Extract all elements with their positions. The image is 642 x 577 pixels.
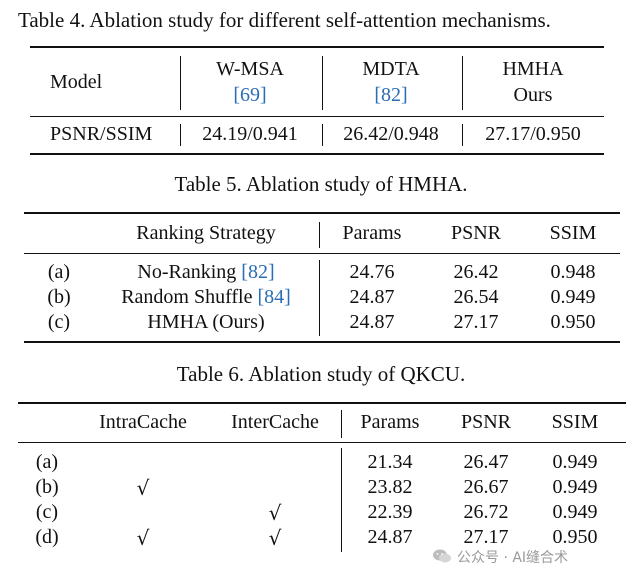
table5-cell-params: 24.87 [349, 286, 395, 308]
table6-cell-params: 23.82 [367, 476, 413, 498]
table4-divider [462, 56, 463, 110]
table6-cell-ssim: 0.949 [552, 451, 598, 473]
table5-divider [319, 260, 320, 336]
table4-row-label: PSNR/SSIM [50, 123, 153, 145]
table6-cell-psnr: 26.67 [463, 476, 509, 498]
table6-header-ssim: SSIM [551, 411, 599, 433]
table6-header-psnr: PSNR [460, 411, 512, 433]
table6-cell-psnr: 26.72 [463, 501, 509, 523]
table6-cell-params: 22.39 [367, 501, 413, 523]
table4-divider [322, 56, 323, 110]
table4-cell: 27.17/0.950 [485, 123, 581, 145]
table4-divider [462, 124, 463, 146]
table4-header-hmha: HMHA [502, 58, 564, 80]
table6-divider [341, 448, 342, 552]
table6-cell-params: 21.34 [367, 451, 413, 473]
table6-row-id: (d) [35, 526, 59, 548]
table5-cell-psnr: 27.17 [453, 311, 499, 333]
table4-cell: 26.42/0.948 [343, 123, 439, 145]
table6-header-params: Params [360, 411, 420, 433]
table5-cell-ssim: 0.950 [550, 311, 596, 333]
table5-row-strategy: No-Ranking [82] [137, 261, 275, 283]
table4-header-hmha-sub: Ours [513, 84, 553, 106]
table6-top-rule [18, 402, 626, 404]
table5-header-params: Params [342, 222, 402, 244]
table6-header-intra: IntraCache [99, 411, 187, 433]
table5-cell-params: 24.76 [349, 261, 395, 283]
table5-divider [319, 222, 320, 248]
table5-row-cite[interactable]: [84] [257, 286, 291, 308]
table6-mid-rule [18, 442, 626, 443]
table5-row-id: (a) [47, 261, 71, 283]
table4-top-rule [30, 46, 604, 48]
table5-header-ssim: SSIM [549, 222, 597, 244]
table4-header-wmsa-cite[interactable]: [69] [233, 84, 267, 106]
table4-divider [322, 124, 323, 146]
table5-header-strategy: Ranking Strategy [136, 222, 276, 244]
check-mark-icon: √ [268, 526, 282, 550]
table5-row-id: (c) [47, 311, 71, 333]
table4-divider [180, 56, 181, 110]
table5-row-strategy: Random Shuffle [84] [121, 286, 291, 308]
table4-caption: Table 4. Ablation study for different se… [18, 8, 551, 32]
table4-cell: 24.19/0.941 [202, 123, 298, 145]
table5-row-id: (b) [47, 286, 71, 308]
table5-cell-psnr: 26.42 [453, 261, 499, 283]
wechat-icon [433, 549, 451, 563]
table5-bottom-rule [24, 341, 620, 343]
table5-cell-ssim: 0.949 [550, 286, 596, 308]
table4-header-wmsa: W-MSA [216, 58, 284, 80]
table5-cell-psnr: 26.54 [453, 286, 499, 308]
table5-cell-ssim: 0.948 [550, 261, 596, 283]
watermark-text: 公众号 · AI缝合术 [457, 550, 569, 566]
table4-mid-rule [30, 116, 604, 117]
table6-caption: Table 6. Ablation study of QKCU. [176, 362, 466, 386]
table6-row-id: (a) [35, 451, 59, 473]
table5-header-psnr: PSNR [450, 222, 502, 244]
table4-header-mdta: MDTA [362, 58, 420, 80]
table6-divider [341, 410, 342, 438]
table5-caption: Table 5. Ablation study of HMHA. [174, 172, 468, 196]
table6-cell-ssim: 0.950 [552, 526, 598, 548]
table6-row-id: (c) [35, 501, 59, 523]
table4-divider [180, 124, 181, 146]
check-mark-icon: √ [136, 476, 150, 500]
table5-row-cite[interactable]: [82] [241, 261, 275, 283]
check-mark-icon: √ [268, 501, 282, 525]
table6-cell-psnr: 27.17 [463, 526, 509, 548]
table6-cell-psnr: 26.47 [463, 451, 509, 473]
table5-mid-rule [24, 253, 620, 254]
table5-row-strategy: HMHA (Ours) [147, 311, 265, 333]
table6-cell-params: 24.87 [367, 526, 413, 548]
table6-row-id: (b) [35, 476, 59, 498]
check-mark-icon: √ [136, 526, 150, 550]
table5-top-rule [24, 212, 620, 214]
table6-cell-ssim: 0.949 [552, 501, 598, 523]
table4-bottom-rule [30, 153, 604, 155]
table4-header-mdta-cite[interactable]: [82] [374, 84, 408, 106]
table6-header-inter: InterCache [231, 411, 319, 433]
table6-cell-ssim: 0.949 [552, 476, 598, 498]
table5-cell-params: 24.87 [349, 311, 395, 333]
table4-header-model: Model [50, 71, 103, 93]
